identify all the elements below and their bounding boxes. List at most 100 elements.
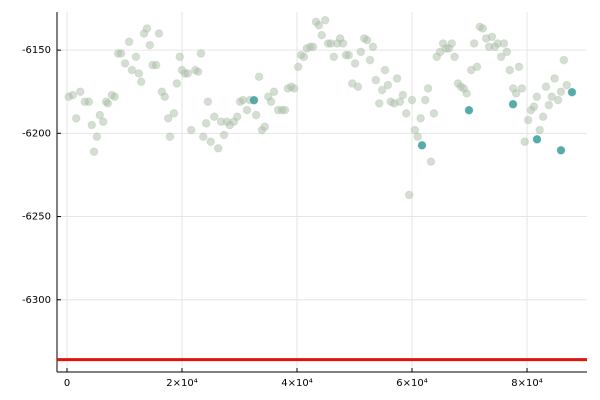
- point: [392, 74, 402, 83]
- point: [127, 65, 137, 75]
- point: [198, 132, 208, 141]
- point: [254, 72, 264, 82]
- point: [429, 109, 439, 118]
- point: [165, 132, 175, 141]
- point: [447, 39, 456, 48]
- point: [413, 132, 423, 141]
- point: [120, 59, 130, 68]
- point: [84, 97, 94, 107]
- point: [404, 190, 414, 200]
- point: [193, 67, 203, 77]
- point: [556, 146, 566, 155]
- point: [407, 95, 417, 105]
- point: [163, 114, 173, 123]
- x-tick-label: 0: [64, 378, 70, 389]
- point: [242, 105, 252, 115]
- point: [401, 109, 411, 118]
- point: [213, 144, 223, 153]
- point: [464, 105, 474, 115]
- point: [466, 65, 476, 75]
- point: [116, 49, 126, 58]
- y-tick-label: -6200: [22, 128, 51, 139]
- point: [529, 102, 539, 112]
- point: [145, 40, 155, 50]
- point: [186, 125, 196, 135]
- point: [269, 87, 279, 97]
- point: [71, 114, 81, 123]
- point: [562, 80, 572, 90]
- point: [541, 82, 551, 92]
- point: [535, 125, 544, 135]
- point: [196, 49, 206, 58]
- x-tick-label: 6×10⁴: [396, 378, 427, 389]
- point: [151, 60, 161, 70]
- point: [95, 110, 105, 120]
- point: [532, 135, 542, 144]
- point: [203, 97, 213, 107]
- point: [395, 97, 405, 107]
- point: [420, 95, 430, 105]
- x-tick-label: 2×10⁴: [166, 378, 197, 389]
- point: [289, 84, 299, 93]
- point: [538, 112, 548, 121]
- point: [416, 114, 425, 123]
- point: [371, 75, 381, 85]
- point: [435, 47, 445, 57]
- point: [478, 24, 488, 33]
- point: [209, 112, 219, 121]
- point: [423, 84, 433, 93]
- point: [232, 112, 242, 121]
- point: [547, 92, 557, 102]
- point: [398, 90, 408, 100]
- point: [201, 119, 211, 128]
- point: [87, 120, 97, 130]
- point: [550, 74, 559, 83]
- point: [472, 62, 482, 72]
- point: [496, 52, 506, 62]
- point: [374, 99, 384, 108]
- point: [260, 122, 270, 131]
- point: [469, 39, 479, 48]
- point: [68, 90, 78, 100]
- point: [514, 62, 524, 72]
- point: [266, 97, 276, 107]
- point: [511, 89, 521, 98]
- point: [299, 52, 309, 62]
- point: [131, 52, 141, 62]
- y-tick-label: -6150: [22, 45, 51, 56]
- point: [556, 87, 566, 97]
- point: [103, 99, 113, 108]
- y-tick-label: -6300: [22, 295, 51, 306]
- point: [377, 85, 387, 95]
- point: [219, 130, 229, 140]
- point: [75, 87, 85, 97]
- point: [280, 105, 290, 115]
- point: [92, 132, 102, 141]
- point: [124, 37, 134, 47]
- point: [169, 109, 179, 118]
- point: [553, 95, 563, 105]
- point: [347, 79, 357, 88]
- point: [544, 100, 554, 110]
- point: [499, 39, 509, 48]
- point: [172, 79, 182, 88]
- point: [183, 69, 193, 78]
- point: [206, 137, 216, 146]
- point: [308, 42, 318, 52]
- point: [426, 157, 436, 166]
- point: [329, 52, 339, 62]
- point: [505, 65, 515, 75]
- point: [320, 15, 330, 25]
- point: [136, 77, 146, 87]
- point: [110, 92, 120, 102]
- point: [567, 87, 577, 97]
- point: [249, 95, 259, 105]
- point: [175, 52, 185, 62]
- point: [502, 47, 512, 57]
- x-tick-label: 4×10⁴: [281, 378, 312, 389]
- point: [317, 30, 327, 40]
- point: [134, 69, 144, 78]
- point: [89, 147, 99, 156]
